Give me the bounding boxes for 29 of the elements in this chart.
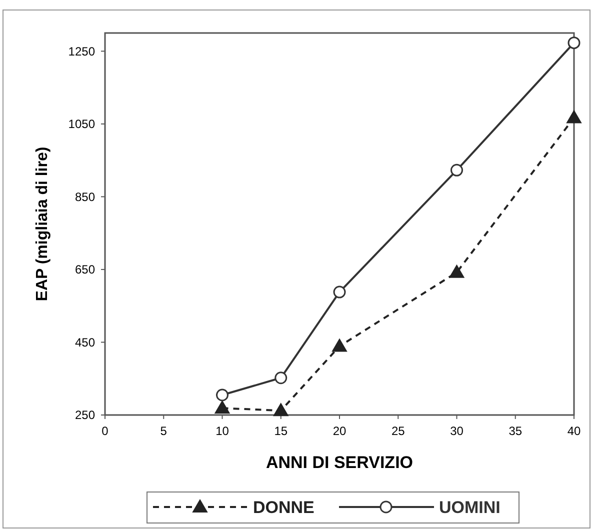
y-tick-label: 450 <box>74 335 96 350</box>
point <box>214 400 230 414</box>
text: DONNE <box>253 498 314 517</box>
y-tick-label: 650 <box>74 262 96 277</box>
point <box>332 338 347 352</box>
x-tick-label: 30 <box>450 424 464 438</box>
y-tick-label: 1250 <box>68 44 96 58</box>
point <box>273 403 288 416</box>
point <box>450 164 463 176</box>
y-tick-label: 850 <box>74 190 96 204</box>
point <box>216 388 228 402</box>
x-tick-label: 5 <box>160 424 168 438</box>
point <box>274 372 288 384</box>
x-tick-label: 20 <box>332 424 346 438</box>
x-tick-label: 40 <box>567 424 581 438</box>
y-tick-label: 1050 <box>68 117 96 132</box>
x-tick-label: 35 <box>508 424 522 438</box>
x-axis-title: ANNI DI SERVIZIO <box>266 453 414 472</box>
x-tick-label: 0 <box>102 424 109 438</box>
x-tick-label: 25 <box>391 424 406 438</box>
y-axis-title: EAP (migliaia di lire) <box>34 146 51 302</box>
x-tick-label: 15 <box>274 424 288 438</box>
point <box>568 36 580 50</box>
point <box>333 286 346 298</box>
x-tick-label: 10 <box>216 424 230 438</box>
y-tick-label: 250 <box>74 408 96 422</box>
point <box>566 110 582 124</box>
point <box>449 264 464 278</box>
text: UOMINI <box>439 498 500 517</box>
